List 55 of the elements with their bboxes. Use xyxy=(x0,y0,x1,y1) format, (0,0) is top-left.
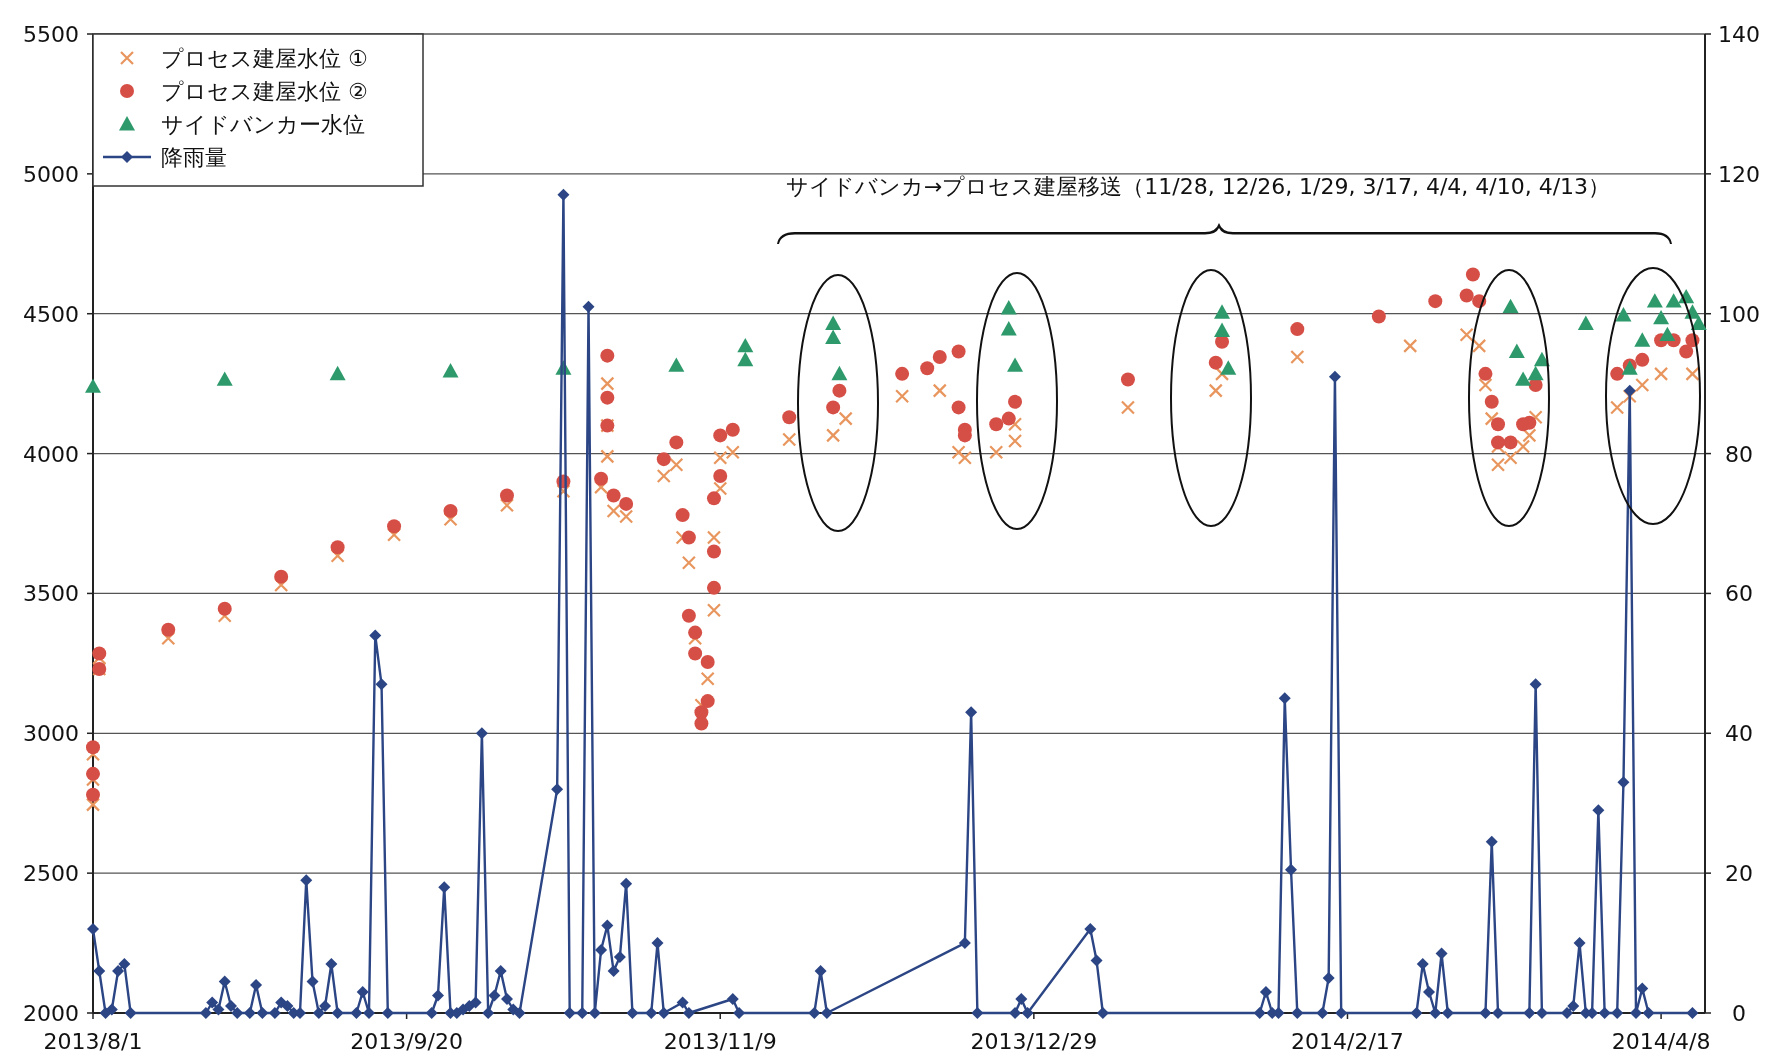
point xyxy=(737,337,754,353)
point xyxy=(1665,293,1682,308)
point xyxy=(1214,304,1231,319)
x-tick-label: 2014/4/8 xyxy=(1611,1029,1711,1054)
legend-label: プロセス建屋水位 ① xyxy=(161,46,368,71)
point xyxy=(668,357,685,372)
x-tick-label: 2013/8/1 xyxy=(43,1029,143,1054)
y-tick-label: 5500 xyxy=(23,22,79,47)
point xyxy=(1653,309,1670,325)
y-tick-label: 3000 xyxy=(23,721,79,747)
annotation: サイドバンカ→プロセス建屋移送（11/28, 12/26, 1/29, 3/17, 4/4, 4/10, 4/13） xyxy=(785,174,1611,199)
y2-tick-label: 20 xyxy=(1725,861,1753,887)
y2-tick-label: 140 xyxy=(1718,22,1760,47)
point xyxy=(85,378,101,393)
point xyxy=(1214,322,1231,337)
y-tick-label: 3500 xyxy=(23,581,79,607)
point xyxy=(825,329,842,344)
legend-label: 降雨量 xyxy=(161,145,227,170)
point xyxy=(1690,315,1707,330)
point xyxy=(1007,357,1024,372)
y-tick-label: 2500 xyxy=(23,861,79,887)
y-tick-label: 4500 xyxy=(23,301,79,327)
point xyxy=(442,363,459,378)
y-tick-label: 2000 xyxy=(23,1001,79,1026)
x-tick-label: 2013/12/29 xyxy=(970,1029,1098,1054)
x-tick-label: 2013/9/20 xyxy=(350,1029,464,1054)
y2-tick-label: 40 xyxy=(1725,721,1753,747)
y2-tick-label: 100 xyxy=(1718,301,1760,327)
point xyxy=(831,365,848,381)
point xyxy=(1646,293,1663,308)
y-tick-label: 5000 xyxy=(23,161,79,187)
x-tick-label: 2013/11/9 xyxy=(663,1029,777,1054)
point xyxy=(1634,332,1651,347)
point xyxy=(1502,298,1519,314)
y2-tick-label: 0 xyxy=(1732,1001,1746,1026)
x-tick-label: 2014/2/17 xyxy=(1291,1029,1404,1054)
point xyxy=(216,371,233,386)
point xyxy=(1615,307,1632,322)
point xyxy=(1000,300,1017,315)
legend-label: プロセス建屋水位 ② xyxy=(161,79,368,104)
point xyxy=(1000,321,1017,336)
point xyxy=(1577,315,1594,330)
y-tick-label: 4000 xyxy=(23,441,79,467)
y2-tick-label: 120 xyxy=(1718,161,1760,187)
y2-tick-label: 80 xyxy=(1725,441,1753,467)
point xyxy=(1527,365,1544,381)
point xyxy=(825,315,842,330)
point xyxy=(329,365,346,381)
point xyxy=(1659,326,1676,342)
y2-tick-label: 60 xyxy=(1725,581,1753,607)
point xyxy=(737,351,754,367)
point xyxy=(1508,343,1525,358)
point xyxy=(1515,371,1532,386)
legend-label: サイドバンカー水位 xyxy=(161,112,365,137)
point xyxy=(1220,360,1237,375)
